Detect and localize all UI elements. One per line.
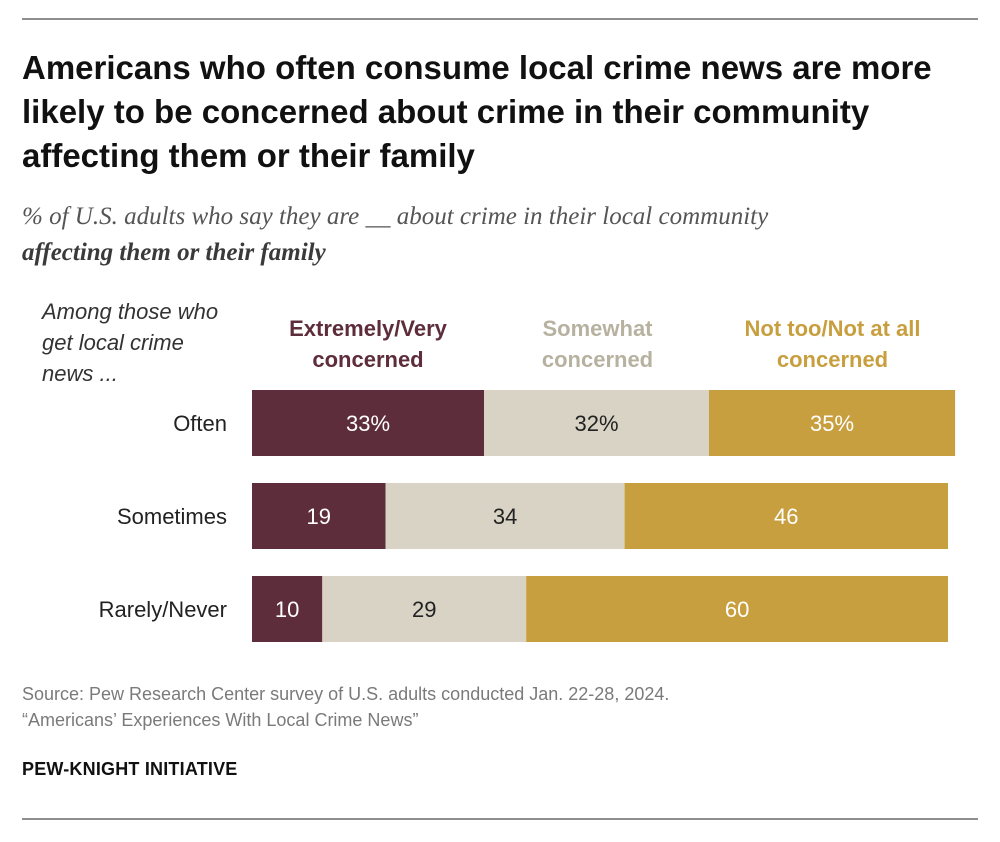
category-label: Rarely/Never [99,597,227,622]
bar-segment-not-concerned [709,390,956,456]
subtitle-text: % of U.S. adults who say they are __ abo… [22,203,769,230]
data-label: 10 [275,597,299,622]
data-label: 60 [725,597,749,622]
bar-segment-somewhat [322,576,527,642]
legend-somewhat-concerned: Somewhat concerned [541,316,654,372]
chart-subtitle: % of U.S. adults who say they are __ abo… [22,199,972,271]
bar-segment-extremely [252,483,386,549]
data-label: 32% [574,411,618,436]
data-label: 33% [346,411,390,436]
bar-segment-extremely [252,576,323,642]
data-label: 29 [412,597,436,622]
legend-not-concerned: Not too/Not at all concerned [744,316,921,372]
top-rule [22,18,978,20]
bottom-rule [22,818,978,820]
category-label: Sometimes [117,504,227,529]
bar-segment-somewhat [484,390,709,456]
source-line: Source: Pew Research Center survey of U.… [22,684,670,704]
category-label: Often [173,411,227,436]
report-title: “Americans’ Experiences With Local Crime… [22,710,419,730]
bar-segment-extremely [252,390,484,456]
row-header: Among those who get local crime news ... [42,299,219,386]
data-label: 35% [810,411,854,436]
source-note: Source: Pew Research Center survey of U.… [22,681,972,733]
bar-segment-not-concerned [526,576,948,642]
data-label: 34 [493,504,517,529]
data-label: 19 [307,504,331,529]
chart-title: Americans who often consume local crime … [22,49,932,174]
subtitle-emphasis: affecting them or their family [22,239,326,266]
stacked-bar-chart: Often 33% 32% 35% Sometimes 19 34 46 Rarely/Neve… [99,390,956,642]
bar-segment-not-concerned [624,483,948,549]
data-label: 46 [774,504,798,529]
brand-label: PEW-KNIGHT INITIATIVE [22,759,238,779]
legend-extremely-concerned: Extremely/Very concerned [289,316,447,372]
bar-segment-somewhat [385,483,625,549]
